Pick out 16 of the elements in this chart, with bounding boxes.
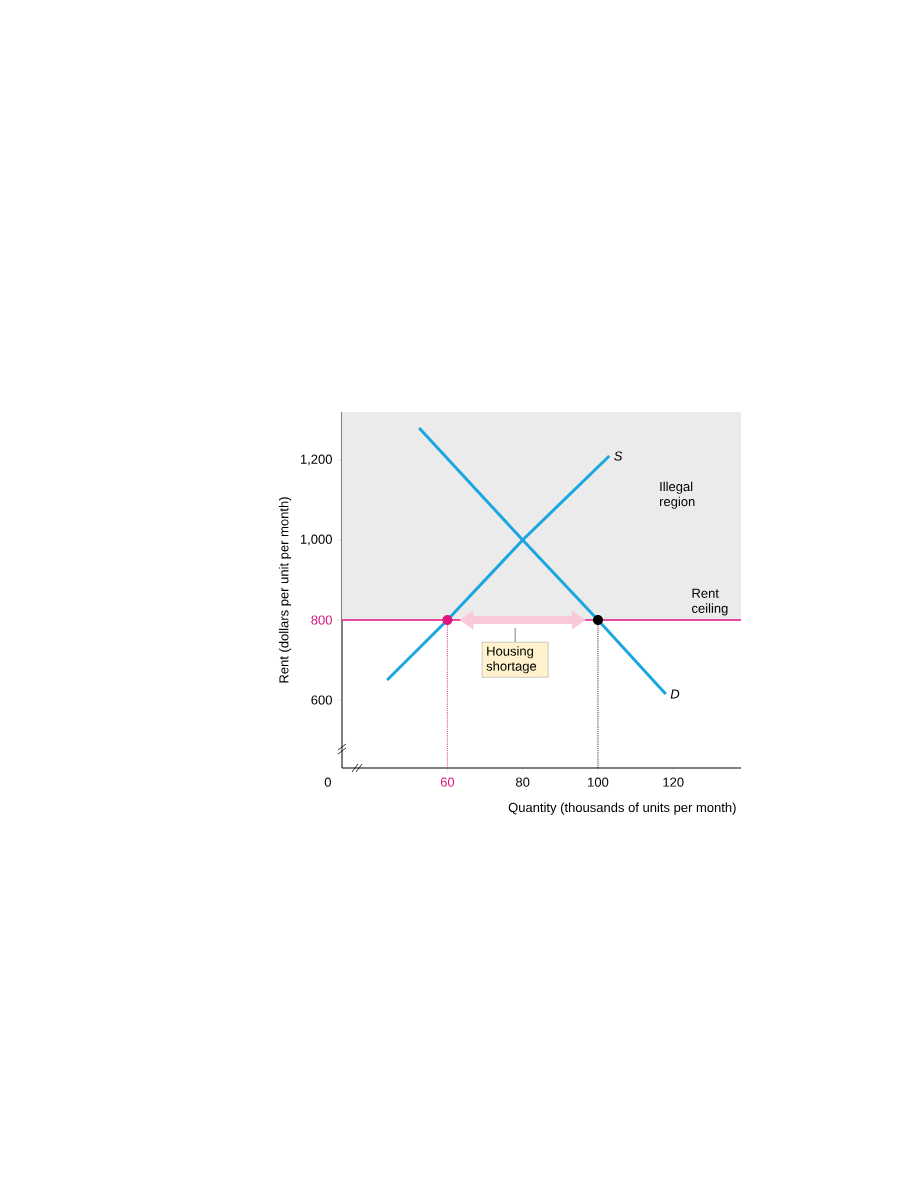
x-tick-label: 60: [440, 777, 455, 787]
y-axis-title: Rent (dollars per unit per month): [278, 497, 292, 683]
y-tick-label: 1,000: [300, 534, 332, 546]
text: 0: [324, 777, 331, 787]
y-tick-label: 800: [311, 615, 332, 625]
band-label: Illegal region: [660, 481, 695, 509]
y-tick-label: 600: [311, 695, 332, 705]
annotation: Housing shortage: [486, 646, 537, 674]
ref-line-label: Rent ceiling: [692, 588, 728, 616]
x-axis-title: Quantity (thousands of units per month): [508, 802, 736, 815]
x-tick-label: 100: [588, 777, 609, 787]
series-label: D: [670, 689, 680, 699]
y-tick-label: 1,200: [300, 454, 332, 466]
x-tick-label: 120: [663, 777, 684, 787]
series-label: S: [614, 451, 623, 461]
x-tick-label: 80: [516, 777, 530, 787]
